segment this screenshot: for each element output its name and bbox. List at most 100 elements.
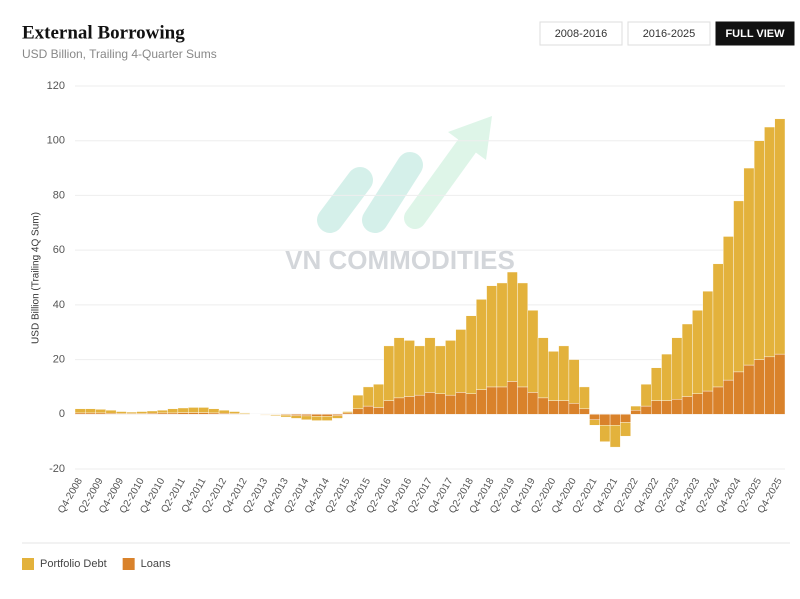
range-button-label[interactable]: 2008-2016 [555,28,608,40]
bar-segment [589,420,599,425]
bar-segment [775,119,785,354]
bar-segment [435,346,445,394]
bar-segment [569,360,579,404]
bar-segment [620,422,630,436]
bar-segment [487,387,497,414]
bar-segment [384,401,394,415]
bar-segment [209,409,219,413]
y-tick-label: 40 [53,299,65,311]
bar-segment [353,395,363,409]
y-tick-label: 20 [53,353,65,365]
bar-segment [281,415,291,417]
bar-segment [75,413,85,414]
bar-segment [301,416,311,420]
bar-segment [137,412,147,414]
bar-segment [394,338,404,398]
bar-segment [507,272,517,381]
bar-segment [600,414,610,425]
bar-segment [487,286,497,387]
bar-segment [744,365,754,414]
bar-segment [682,324,692,396]
bar-segment [425,338,435,393]
bar-segment [662,401,672,415]
bar-segment [96,413,106,414]
bar-segment [651,401,661,415]
bar-segment [404,397,414,415]
bar-segment [703,291,713,391]
bar-segment [147,411,157,413]
bar-segment [662,354,672,401]
bar-segment [229,412,239,414]
bar-segment [764,127,774,357]
bar-segment [692,394,702,415]
bar-segment [672,338,682,400]
bar-segment [456,392,466,414]
bar-segment [219,410,229,413]
bar-segment [466,394,476,415]
bar-segment [363,387,373,406]
chart-subtitle: USD Billion, Trailing 4-Quarter Sums [22,47,217,61]
bar-segment [260,415,270,416]
bar-segment [322,416,332,420]
bar-segment [240,413,250,414]
bar-segment [343,413,353,414]
bar-segment [682,397,692,415]
bar-segment [157,410,167,413]
bar-segment [343,412,353,413]
bar-segment [312,414,322,416]
bar-segment [157,413,167,414]
bar-segment [415,395,425,414]
bar-segment [641,384,651,406]
bar-segment [476,390,486,415]
watermark-logo [330,116,492,220]
y-tick-label: 0 [59,408,65,420]
bar-segment [106,410,116,413]
range-button-label[interactable]: FULL VIEW [725,28,785,40]
bar-segment [610,425,620,447]
bar-segment [672,399,682,414]
bar-segment [538,338,548,398]
bar-segment [75,409,85,413]
bar-segment [384,346,394,401]
bar-segment [445,340,455,395]
bar-segment [116,412,126,414]
bar-segment [600,425,610,441]
range-button-label[interactable]: 2016-2025 [643,28,696,40]
bar-segment [620,414,630,422]
bar-segment [610,414,620,425]
bar-segment [425,392,435,414]
bar-segment [178,408,188,413]
y-axis-label: USD Billion (Trailing 4Q Sum) [31,212,42,344]
bar-segment [85,413,95,414]
bar-segment [723,236,733,380]
bar-segment [271,415,281,416]
bar-segment [312,416,322,420]
bar-segment [713,387,723,414]
y-tick-label: 80 [53,189,65,201]
bar-segment [291,414,301,415]
y-tick-label: 100 [47,135,65,147]
bar-segment [559,401,569,415]
bar-segment [301,414,311,416]
bar-segment [631,406,641,410]
y-tick-label: -20 [49,463,65,475]
bar-segment [168,409,178,413]
bar-segment [415,346,425,395]
bar-segment [198,407,208,412]
bar-segment [332,416,342,419]
bar-segment [96,409,106,413]
bar-segment [373,384,383,407]
bar-segment [291,416,301,419]
bar-segment [775,354,785,414]
bar-segment [528,392,538,414]
legend-label: Portfolio Debt [40,558,107,570]
bar-segment [188,413,198,415]
y-tick-label: 120 [47,80,65,92]
bar-segment [734,201,744,372]
bar-segment [126,412,136,413]
bar-segment [744,168,754,365]
bar-segment [517,387,527,414]
bar-segment [569,403,579,414]
bar-segment [703,391,713,414]
